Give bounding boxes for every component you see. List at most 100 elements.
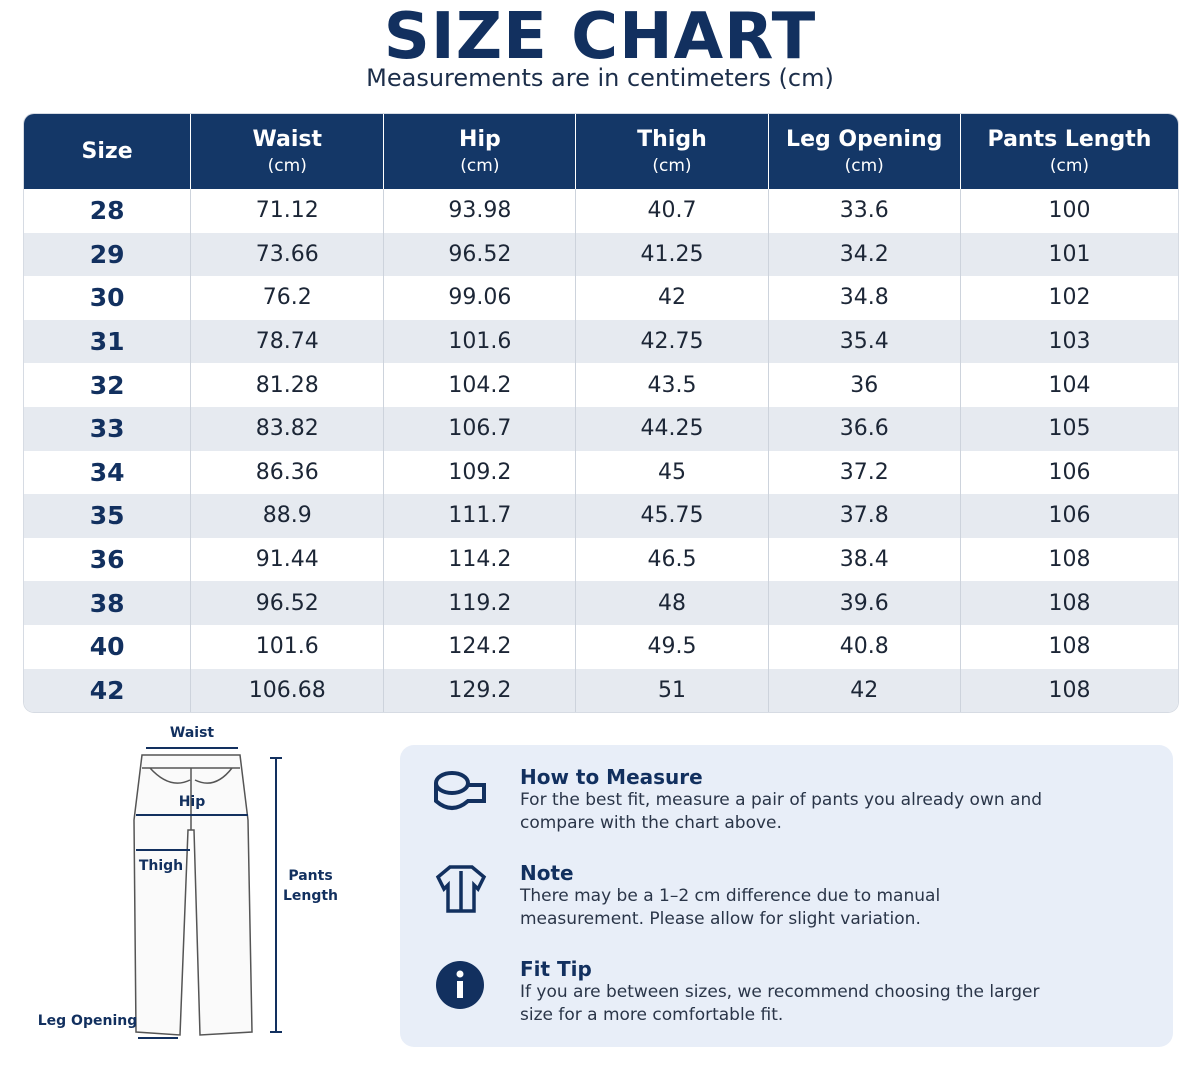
diagram-label: Pants Length — [282, 868, 339, 904]
table-row: 28 71.12 93.98 40.7 33.6 100 — [24, 189, 1178, 233]
cell: 108 — [960, 668, 1178, 713]
cell: 106.7 — [383, 406, 577, 451]
cell: 106.68 — [190, 668, 385, 713]
cell: 108 — [1048, 634, 1091, 660]
size-cell: 34 — [24, 450, 192, 495]
info-box: How to Measure For the best fit, measure … — [400, 745, 1173, 1047]
subtitle: Measurements are in centimeters (cm) — [366, 64, 834, 92]
table-row: 40 101.6 124.2 49.5 40.8 108 — [24, 624, 1178, 669]
pants-diagram: Waist Hip Thigh Pants Length Leg Opening — [30, 720, 360, 1050]
cell: 81.28 — [190, 363, 385, 407]
title: SIZE CHART — [383, 0, 817, 74]
cell: 33.6 — [768, 189, 961, 233]
cell: 96.52 — [190, 581, 385, 625]
cell: 44.25 — [575, 406, 769, 451]
column-name: Waist — [252, 127, 322, 152]
size-cell: 29 — [24, 232, 192, 277]
cell: 101 — [960, 232, 1178, 277]
table-row: 38 96.52 119.2 48 39.6 108 — [24, 581, 1178, 625]
diagram-label: Waist — [169, 725, 215, 741]
cell: 104 — [1048, 372, 1091, 398]
column-name: Size — [81, 139, 133, 164]
cell: 36.6 — [768, 406, 961, 451]
cell: 108 — [1048, 547, 1091, 573]
column-unit: (cm) — [1049, 156, 1090, 176]
cell: 71.12 — [190, 189, 385, 233]
cell: 109.2 — [383, 450, 577, 495]
cell: 42 — [768, 668, 961, 713]
table-row: 34 86.36 109.2 45 37.2 106 — [24, 450, 1178, 495]
cell: 43.5 — [575, 363, 769, 407]
note: How to Measure For the best fit, measure … — [520, 765, 1120, 835]
size-cell: 28 — [24, 189, 192, 233]
column-header: Pants Length (cm) — [960, 114, 1178, 189]
cell: 101.6 — [383, 319, 577, 364]
cell: 114.2 — [383, 537, 577, 582]
table-row: 42 106.68 129.2 51 42 108 — [24, 668, 1178, 713]
cell: 40.8 — [768, 624, 961, 669]
column-header: Hip (cm) — [383, 114, 577, 189]
cell: 34.2 — [768, 232, 961, 277]
note: Note There may be a 1–2 cm difference due… — [520, 861, 1120, 931]
tape-icon — [434, 771, 486, 810]
cell: 106 — [960, 494, 1178, 538]
info-icon — [436, 961, 484, 1009]
size-cell: 35 — [24, 494, 192, 538]
cell: 51 — [575, 668, 769, 713]
column-unit: (cm) — [460, 156, 500, 176]
cell: 91.44 — [190, 537, 385, 582]
note-title: Note — [520, 861, 574, 885]
size-cell: 33 — [24, 406, 192, 451]
column-unit: (cm) — [652, 156, 692, 176]
size-cell: 31 — [24, 319, 192, 364]
table-row: 31 78.74 101.6 42.75 35.4 103 — [24, 319, 1178, 364]
column-unit: (cm) — [844, 156, 884, 176]
table-row: 30 76.2 99.06 42 34.8 102 — [24, 276, 1178, 320]
cell: 49.5 — [575, 624, 769, 669]
size-cell: 30 — [24, 276, 192, 320]
cell: 34.8 — [768, 276, 961, 320]
cell: 111.7 — [383, 494, 577, 538]
column-header: Thigh (cm) — [575, 114, 769, 189]
table-row: 35 88.9 111.7 45.75 37.8 106 — [24, 494, 1178, 538]
note-text: For the best fit, measure a pair of pant… — [520, 790, 1043, 833]
cell: 73.66 — [190, 232, 385, 277]
cell: 101.6 — [190, 624, 385, 669]
cell: 42 — [575, 276, 769, 320]
size-table: Size Waist (cm) Hip (cm) Thigh (cm) Leg Opening… — [24, 114, 1178, 713]
column-name: Pants Length — [987, 127, 1152, 152]
cell: 108 — [960, 581, 1178, 625]
cell: 78.74 — [190, 319, 385, 364]
diagram-label: Leg Opening — [37, 1013, 138, 1029]
column-header: Size — [24, 114, 192, 189]
cell: 76.2 — [190, 276, 385, 320]
cell: 45.75 — [575, 494, 769, 538]
table-row: 33 83.82 106.7 44.25 36.6 105 — [24, 406, 1178, 451]
size-cell: 40 — [24, 624, 192, 669]
cell: 86.36 — [190, 450, 385, 495]
cell: 37.2 — [768, 450, 961, 495]
cell: 46.5 — [575, 537, 769, 582]
cell: 106 — [1048, 459, 1091, 485]
cell: 48 — [575, 581, 769, 625]
cell: 45 — [575, 450, 769, 495]
pants-drawing — [133, 747, 282, 1039]
note-title: How to Measure — [520, 765, 703, 789]
column-header: Waist (cm) — [190, 114, 385, 189]
cell: 105 — [960, 406, 1178, 451]
cell: 124.2 — [383, 624, 577, 669]
size-cell: 36 — [24, 537, 192, 582]
cell: 35.4 — [768, 319, 961, 364]
cell: 40.7 — [575, 189, 769, 233]
column-unit: (cm) — [267, 156, 307, 176]
column-name: Leg Opening — [786, 127, 943, 152]
cell: 37.8 — [768, 494, 961, 538]
cell: 36 — [768, 363, 961, 407]
cell: 119.2 — [383, 581, 577, 625]
cell: 96.52 — [383, 232, 577, 277]
cell: 103 — [960, 319, 1178, 364]
size-cell: 38 — [24, 581, 192, 625]
cell: 88.9 — [190, 494, 385, 538]
cell: 42.75 — [575, 319, 769, 364]
diagram-label: Hip — [178, 794, 206, 810]
